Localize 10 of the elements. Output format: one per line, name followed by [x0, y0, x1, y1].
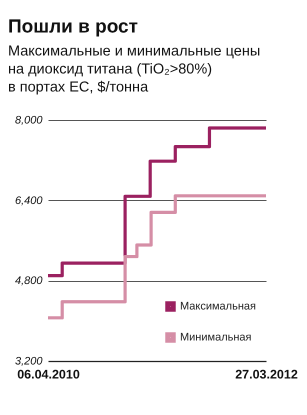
y-tick-label: 3,200: [14, 356, 44, 368]
legend-label: Минимальная: [180, 332, 252, 344]
y-tick-label: 6,400: [14, 194, 44, 207]
y-tick-label: 4,800: [14, 275, 44, 288]
chart-subtitle: Максимальные и минимальные цены на диоксид титана (TiO₂>80%) в портах ЕС, $/тонна: [8, 44, 260, 96]
legend-label: Максимальная: [180, 300, 256, 312]
x-tick-label: 27.03.2012: [235, 368, 298, 382]
chart-title: Пошли в рост: [8, 16, 138, 38]
x-tick-label: 06.04.2010: [17, 368, 80, 382]
y-tick-label: 8,000: [14, 114, 44, 126]
